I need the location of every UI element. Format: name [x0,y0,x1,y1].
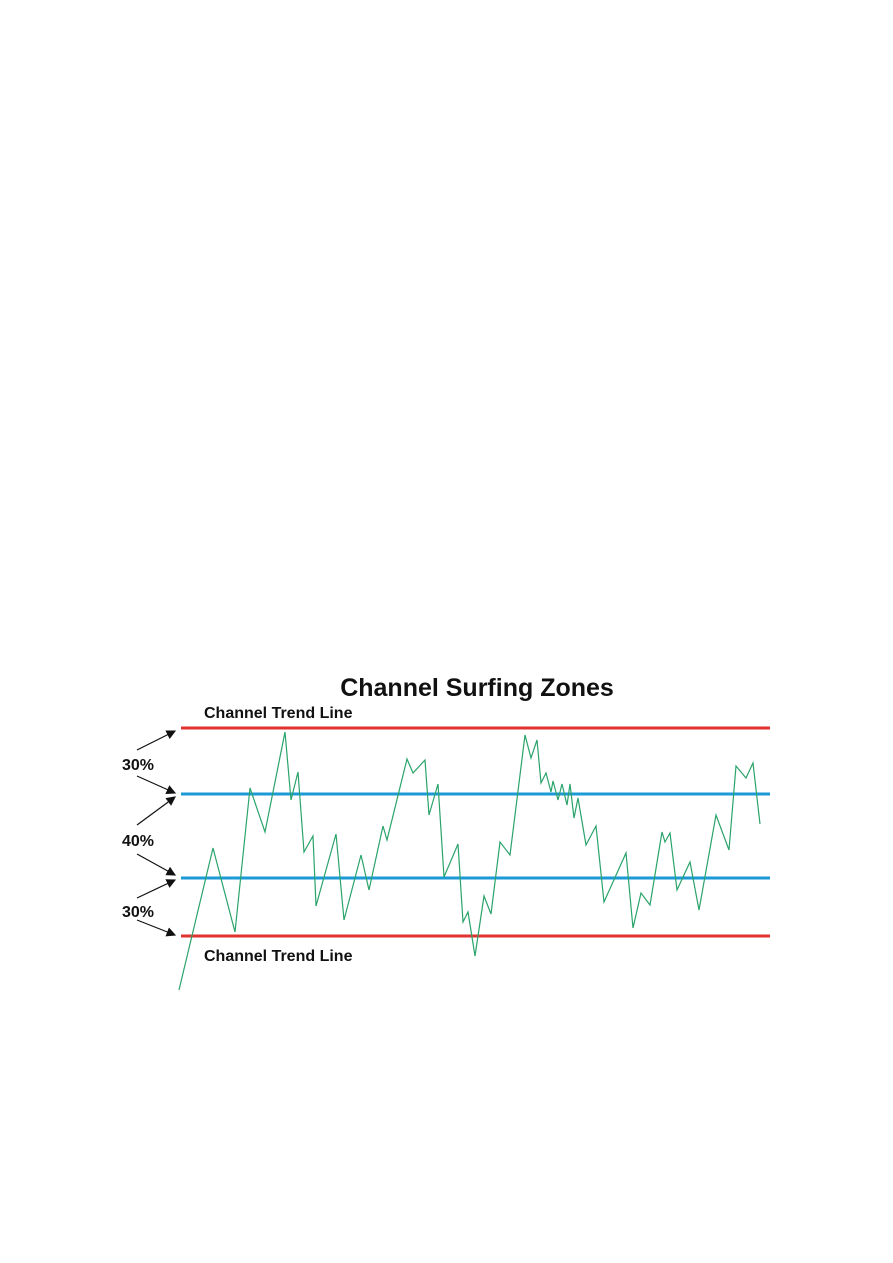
zone-label: 30% [122,757,154,774]
price-line [178,731,761,991]
zone-arrows [136,730,177,937]
zone-label: 30% [122,904,154,921]
title: Channel Surfing Zones [340,674,614,702]
lower-line-label: Channel Trend Line [204,948,353,965]
upper-line-label: Channel Trend Line [204,705,353,722]
zone-label: 40% [122,833,154,850]
